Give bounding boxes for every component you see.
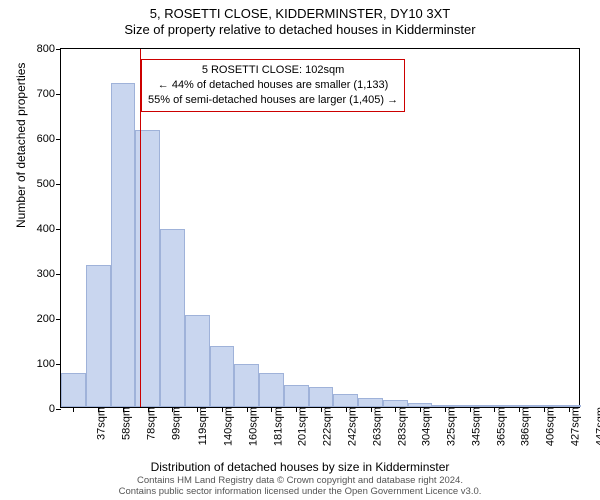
x-tick-mark <box>569 407 570 412</box>
histogram-bar <box>111 83 136 407</box>
x-tick-label: 37sqm <box>94 407 108 440</box>
x-tick-mark <box>445 407 446 412</box>
title-line-1: 5, ROSETTI CLOSE, KIDDERMINSTER, DY10 3X… <box>0 6 600 22</box>
x-tick-label: 99sqm <box>168 407 182 440</box>
x-tick-label: 119sqm <box>196 407 210 445</box>
histogram-bar <box>185 315 210 407</box>
x-tick-label: 304sqm <box>419 407 433 446</box>
annotation-box: 5 ROSETTI CLOSE: 102sqm← 44% of detached… <box>141 59 405 112</box>
x-tick-mark <box>420 407 421 412</box>
x-tick-mark <box>544 407 545 412</box>
histogram-bar <box>210 346 235 407</box>
x-tick-mark <box>247 407 248 412</box>
x-tick-mark <box>346 407 347 412</box>
x-tick-label: 447sqm <box>592 407 600 446</box>
y-tick-mark <box>56 94 61 95</box>
x-tick-mark <box>371 407 372 412</box>
histogram-bar <box>333 394 358 408</box>
annotation-line: ← 44% of detached houses are smaller (1,… <box>148 78 398 93</box>
x-tick-label: 325sqm <box>444 407 458 446</box>
chart-area: 010020030040050060070080037sqm58sqm78sqm… <box>60 48 580 408</box>
y-tick-mark <box>56 139 61 140</box>
x-axis-label: Distribution of detached houses by size … <box>0 460 600 474</box>
x-tick-label: 58sqm <box>119 407 133 440</box>
chart-title: 5, ROSETTI CLOSE, KIDDERMINSTER, DY10 3X… <box>0 0 600 39</box>
histogram-bar <box>309 387 334 407</box>
y-tick-mark <box>56 49 61 50</box>
histogram-bar <box>284 385 309 408</box>
histogram-bar <box>135 130 160 407</box>
y-tick-mark <box>56 364 61 365</box>
x-tick-label: 160sqm <box>246 407 260 446</box>
plot-box: 010020030040050060070080037sqm58sqm78sqm… <box>60 48 580 408</box>
x-tick-label: 386sqm <box>518 407 532 446</box>
x-tick-mark <box>123 407 124 412</box>
x-tick-label: 78sqm <box>143 407 157 440</box>
x-tick-label: 201sqm <box>295 407 309 446</box>
x-tick-mark <box>395 407 396 412</box>
histogram-bar <box>160 229 185 407</box>
histogram-bar <box>61 373 86 407</box>
x-tick-label: 406sqm <box>543 407 557 446</box>
x-tick-label: 365sqm <box>493 407 507 446</box>
x-tick-label: 283sqm <box>394 407 408 446</box>
x-tick-mark <box>321 407 322 412</box>
histogram-bar <box>358 398 383 407</box>
annotation-line: 5 ROSETTI CLOSE: 102sqm <box>148 63 398 78</box>
y-tick-mark <box>56 229 61 230</box>
x-tick-mark <box>172 407 173 412</box>
x-tick-mark <box>271 407 272 412</box>
footer-line-2: Contains public sector information licen… <box>0 487 600 498</box>
y-tick-mark <box>56 184 61 185</box>
annotation-line: 55% of semi-detached houses are larger (… <box>148 93 398 108</box>
x-tick-label: 242sqm <box>345 407 359 446</box>
histogram-bar <box>383 400 408 407</box>
x-tick-mark <box>296 407 297 412</box>
x-tick-mark <box>494 407 495 412</box>
x-tick-mark <box>197 407 198 412</box>
y-tick-mark <box>56 319 61 320</box>
title-line-2: Size of property relative to detached ho… <box>0 22 600 38</box>
x-tick-label: 263sqm <box>369 407 383 446</box>
x-tick-label: 181sqm <box>270 407 284 446</box>
x-tick-label: 427sqm <box>567 407 581 446</box>
x-tick-mark <box>148 407 149 412</box>
histogram-bar <box>259 373 284 407</box>
x-tick-mark <box>470 407 471 412</box>
y-tick-mark <box>56 409 61 410</box>
histogram-bar <box>86 265 111 407</box>
x-tick-mark <box>73 407 74 412</box>
x-tick-mark <box>222 407 223 412</box>
y-tick-mark <box>56 274 61 275</box>
y-axis-label: Number of detached properties <box>14 63 28 228</box>
x-tick-label: 140sqm <box>221 407 235 446</box>
histogram-bar <box>234 364 259 407</box>
footer: Contains HM Land Registry data © Crown c… <box>0 476 600 498</box>
x-tick-label: 345sqm <box>468 407 482 446</box>
x-tick-mark <box>519 407 520 412</box>
x-tick-label: 222sqm <box>320 407 334 446</box>
x-tick-mark <box>98 407 99 412</box>
